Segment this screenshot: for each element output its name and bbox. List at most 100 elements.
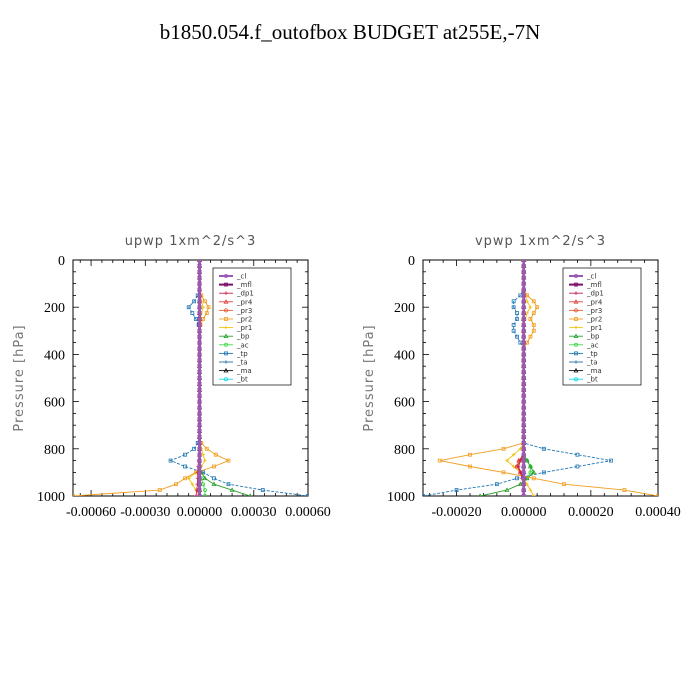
legend-marker [224,351,228,356]
data-point-cl [197,269,202,274]
data-point-cl [521,364,526,369]
data-point-ac [528,470,533,475]
data-point-cl [197,260,202,262]
data-point-cl [521,334,526,339]
data-point-pr1 [505,458,509,463]
y-axis-label: Pressure [hPa] [362,324,377,431]
data-point-pr2 [468,464,472,469]
data-point-bp [478,493,482,496]
data-point-pr1 [203,458,207,463]
x-tick-label: 0.00020 [568,505,614,520]
legend-marker [224,360,228,364]
data-point-tp [192,446,197,451]
x-tick-label: 0.00000 [177,505,223,520]
y-tick-label: 400 [44,348,65,363]
data-point-cl [197,458,202,463]
data-point-pr2 [157,488,162,493]
data-point-dp1 [194,494,198,496]
legend-label: _pr1 [586,324,602,332]
data-point-cl [197,381,202,386]
data-point-cl [521,381,526,386]
data-point-cl [197,411,202,416]
data-point-cl [197,417,202,422]
legend-marker [574,325,578,330]
data-point-tp [454,488,459,493]
legend-label: _cl [586,273,596,281]
data-point-cl [521,275,526,280]
data-point-pr1 [511,452,516,457]
legend-label: _bp [586,333,600,341]
data-point-cl [521,293,526,298]
data-point-cl [197,334,202,339]
legend-marker [574,342,579,347]
data-point-tp [186,305,191,310]
data-point-pr2 [204,446,209,451]
data-point-cl [521,287,526,292]
data-point-pr1 [190,482,195,486]
data-point-tp [183,452,187,457]
data-point-cl [197,358,202,363]
legend-label: _pr4 [586,298,603,306]
legend-label: _ta [586,359,598,367]
x-tick-label: -0.00020 [431,505,481,520]
data-point-pr2 [501,470,506,475]
data-point-cl [197,340,202,345]
figure-title: b1850.054.f_outofbox BUDGET at255E,-7N [159,20,541,44]
data-point-pr2 [562,482,566,487]
legend-marker [224,317,228,321]
data-point-tp [511,299,516,304]
data-point-tp [168,458,173,463]
data-point-cl [521,352,526,357]
legend-label: _pr3 [586,307,602,315]
legend-marker [573,367,579,373]
data-point-pr2 [204,311,209,316]
data-point-cl [197,328,202,333]
data-point-cl [521,429,526,434]
data-point-pr2 [437,458,442,463]
series-group [423,260,658,496]
data-point-pr2 [183,476,187,481]
legend-label: _ac [586,341,599,349]
legend-label: _tp [586,350,598,358]
legend-marker [574,351,578,356]
data-point-bp [517,481,523,486]
y-tick-label: 1000 [37,490,65,505]
legend-marker [574,282,578,287]
data-point-pr1 [528,305,533,309]
data-point-cl [197,440,202,445]
legend-marker [224,282,228,287]
data-point-pr2 [206,305,211,310]
legend-label: _tp [236,350,248,358]
y-tick-label: 0 [408,254,415,269]
legend-label: _bt [586,376,598,384]
data-point-bp [211,481,217,486]
legend-marker [223,299,229,304]
legend-marker [223,333,229,338]
data-point-cl [521,305,526,310]
legend-label: _pr1 [236,324,252,332]
data-point-cl [521,470,526,475]
legend-label: _pr4 [236,298,253,306]
y-tick-label: 1000 [387,490,415,505]
data-point-dp1 [518,470,523,475]
data-point-tp [494,482,499,487]
data-point-cl [521,316,526,321]
legend-label: _bt [236,376,248,384]
data-point-cl [197,311,202,316]
data-point-cl [521,311,526,316]
y-tick-label: 800 [394,443,415,458]
data-point-cl [197,364,202,369]
legend-label: _pr3 [236,307,252,315]
x-tick-label: 0.00030 [231,505,277,520]
data-point-tp [183,464,187,469]
data-point-tp [226,482,231,487]
legend-label: _mfl [586,281,602,289]
legend-label: _dp1 [236,290,254,298]
legend-label: _ma [586,367,602,375]
data-point-tp [511,305,516,310]
chart-panel-1: upwp 1xm^2/s^3 Pressure [hPa] 0 200 400 600 80… [12,234,331,520]
data-point-cl [521,281,526,286]
data-point-cl [197,405,202,410]
data-point-cl [521,299,526,304]
data-point-tp [511,328,516,333]
